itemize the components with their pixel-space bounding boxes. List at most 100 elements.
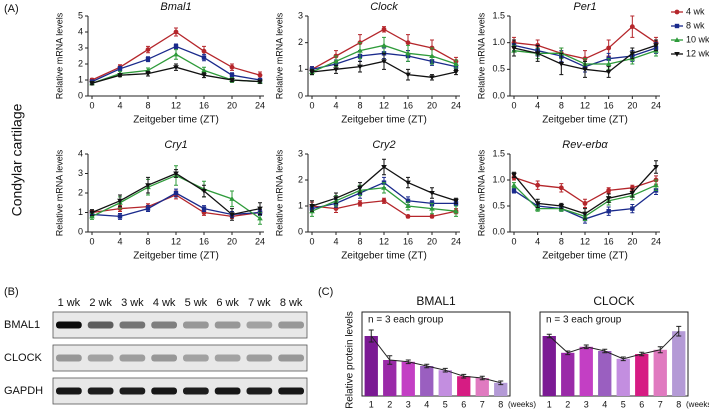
marker [429, 53, 435, 58]
bar [383, 360, 397, 396]
marker [606, 209, 611, 214]
y-tick-label: 4 [78, 148, 83, 158]
x-tick-label: 8 [559, 236, 564, 246]
blot-band [56, 321, 82, 329]
x-axis-label: Zeitgeber time (ZT) [341, 251, 427, 262]
blot-band [183, 354, 209, 362]
marker [453, 61, 459, 66]
marker [511, 182, 517, 188]
marker [145, 206, 151, 211]
y-axis-label: Relative mRNA levels [476, 12, 486, 99]
error-bar [368, 329, 374, 343]
marker [511, 172, 517, 178]
row-label: GAPDH [4, 385, 43, 397]
marker [173, 65, 179, 70]
x-tick-label: 4 [333, 100, 338, 110]
x-axis-label: Zeitgeber time (ZT) [542, 115, 628, 126]
error-bar [405, 359, 411, 365]
marker [381, 185, 387, 190]
legend-label: 8 wk [686, 20, 705, 30]
x-tick-label: 3 [584, 399, 589, 409]
x-tick-label: 16 [199, 236, 209, 246]
marker [145, 183, 151, 188]
panel-label: (B) [4, 286, 19, 298]
bar [542, 336, 556, 396]
error-bar [620, 356, 626, 362]
error-bar [583, 344, 589, 350]
blot-band [278, 387, 304, 395]
y-tick-label: 0 [298, 90, 303, 100]
x-tick-label: 8 [498, 399, 503, 409]
marker [405, 214, 411, 219]
marker [653, 182, 659, 188]
x-tick-label: 4 [535, 236, 540, 246]
marker [453, 198, 459, 204]
x-tick-label: 0 [309, 100, 314, 110]
error-bar [657, 346, 663, 354]
x-tick-label: 8 [357, 236, 362, 246]
blot-band [151, 387, 177, 395]
lane-label: 5 wk [185, 297, 208, 309]
marker [674, 23, 680, 29]
lane-label: 7 wk [248, 297, 271, 309]
blot-band [183, 387, 209, 395]
bar [475, 378, 489, 396]
marker [674, 37, 680, 42]
x-tick-label: 12 [171, 100, 181, 110]
x-tick-label: 16 [604, 100, 614, 110]
y-tick-label: 3 [78, 42, 83, 52]
trend-line [370, 335, 501, 384]
x-tick-label: 24 [651, 236, 661, 246]
marker [453, 208, 459, 214]
marker [173, 44, 179, 49]
marker [630, 206, 635, 211]
blot-band [214, 354, 241, 362]
error-bar [565, 350, 571, 356]
lane-label: 6 wk [216, 297, 239, 309]
lane-label: 1 wk [58, 297, 81, 309]
marker [558, 204, 565, 209]
y-tick-label: 3 [78, 168, 83, 178]
x-tick-label: 8 [676, 399, 681, 409]
marker [89, 210, 95, 216]
y-tick-label: 0.5 [492, 64, 505, 74]
marker [357, 201, 363, 206]
x-tick-label: 16 [199, 100, 209, 110]
marker [381, 165, 387, 170]
x-tick-label: 20 [227, 236, 237, 246]
panel-label: (C) [318, 286, 333, 298]
marker [405, 180, 411, 186]
marker [309, 70, 315, 75]
y-axis-label: Relative protein levels [345, 311, 356, 409]
blot-panel [52, 344, 308, 372]
y-axis-label: Relative mRNA levels [54, 12, 64, 99]
y-tick-label: 1.5 [492, 10, 505, 20]
x-tick-label: 4 [424, 399, 429, 409]
marker [333, 196, 339, 201]
marker [229, 212, 235, 218]
blot-band [246, 387, 273, 395]
blot-band [183, 321, 209, 329]
chart-title: Cry1 [164, 139, 187, 151]
x-tick-label: 2 [565, 399, 570, 409]
y-tick-label: 5 [78, 10, 83, 20]
y-tick-label: 2 [298, 37, 303, 47]
marker [229, 78, 235, 83]
blot-band [278, 354, 304, 362]
marker [229, 73, 235, 78]
marker [606, 45, 612, 51]
x-axis-label: Zeitgeber time (ZT) [542, 251, 628, 262]
x-tick-label: 20 [427, 236, 437, 246]
bar [420, 366, 434, 396]
bar [672, 331, 686, 396]
marker [582, 211, 588, 217]
x-unit: (weeks) [686, 400, 709, 409]
row-label: CLOCK [4, 352, 43, 364]
error-bar [676, 325, 682, 337]
chart-title: Per1 [573, 1, 596, 13]
marker [257, 79, 263, 85]
bar [401, 361, 415, 396]
x-tick-label: 24 [451, 236, 461, 246]
chart-title: Clock [370, 1, 398, 13]
marker [453, 70, 459, 75]
